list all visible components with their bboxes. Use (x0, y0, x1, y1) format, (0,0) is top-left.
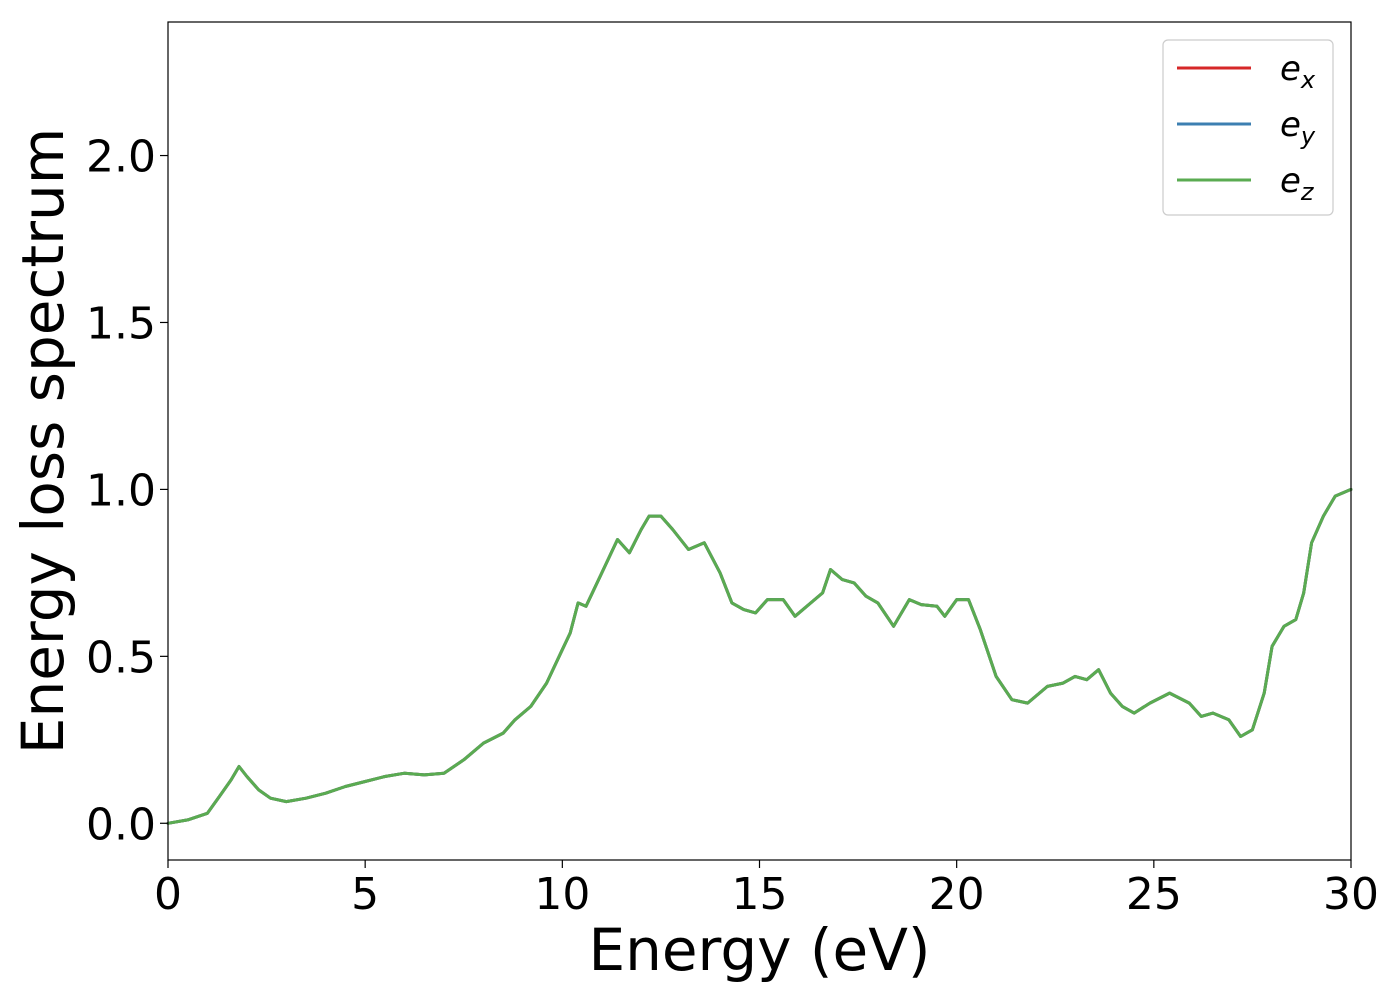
y-tick-label: 2.0 (86, 132, 156, 183)
y-tick-label: 1.5 (86, 298, 156, 349)
y-tick-label: 0.0 (86, 799, 156, 850)
y-tick-label: 1.0 (86, 465, 156, 516)
y-axis-ticks: 0.0 0.5 1.0 1.5 2.0 (86, 132, 168, 850)
series-line-z (166, 487, 1353, 825)
y-tick-label: 0.5 (86, 632, 156, 683)
x-tick-label: 20 (929, 869, 985, 920)
series-line-x (166, 487, 1353, 825)
x-axis-label: Energy (eV) (588, 916, 930, 984)
x-tick-label: 15 (732, 869, 788, 920)
x-axis-ticks: 0 5 10 15 20 25 30 (154, 860, 1379, 920)
x-tick-label: 0 (154, 869, 182, 920)
legend-box (1162, 39, 1334, 216)
series-layer (166, 487, 1353, 825)
y-axis-label: Energy loss spectrum (9, 128, 77, 754)
x-tick-label: 5 (351, 869, 379, 920)
x-tick-label: 10 (534, 869, 590, 920)
series-line-y (166, 487, 1353, 825)
x-tick-label: 30 (1323, 869, 1379, 920)
x-tick-label: 25 (1126, 869, 1182, 920)
